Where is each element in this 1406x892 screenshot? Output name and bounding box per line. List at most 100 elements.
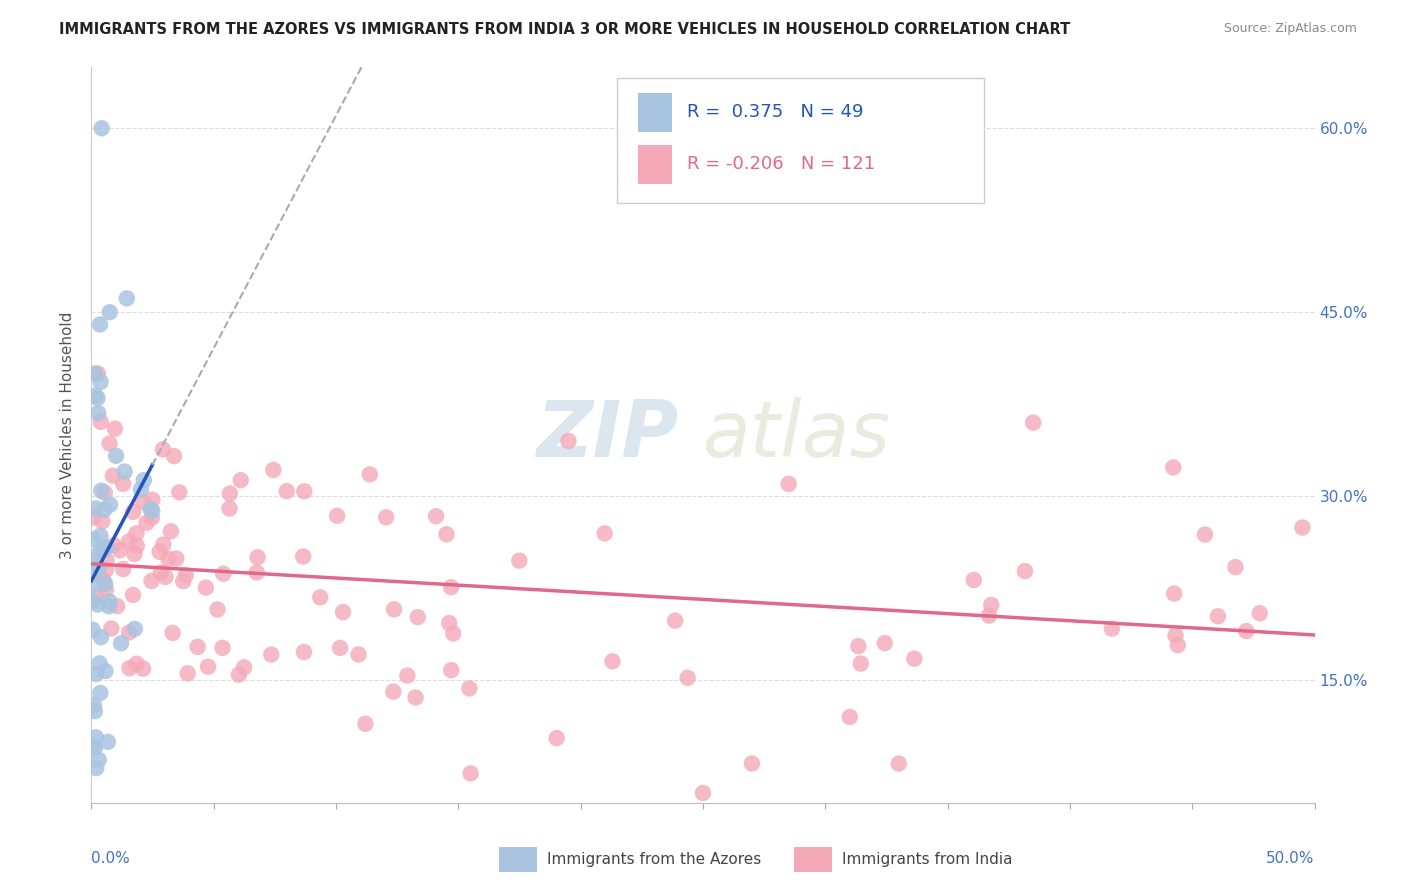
Point bbox=[139, 502, 162, 516]
Point bbox=[207, 602, 229, 616]
Point bbox=[977, 608, 1000, 623]
Point bbox=[90, 121, 112, 136]
Point bbox=[87, 563, 110, 577]
Point bbox=[141, 492, 163, 507]
Point bbox=[194, 581, 217, 595]
Point bbox=[165, 551, 187, 566]
Point bbox=[98, 594, 121, 608]
Text: 0.0%: 0.0% bbox=[91, 851, 131, 865]
Point bbox=[91, 573, 114, 587]
Point bbox=[873, 636, 896, 650]
Point bbox=[546, 731, 568, 745]
Point bbox=[218, 501, 240, 516]
Point bbox=[112, 476, 135, 491]
Point bbox=[246, 550, 269, 565]
Point bbox=[332, 605, 354, 619]
Point bbox=[94, 563, 117, 577]
FancyBboxPatch shape bbox=[617, 78, 984, 203]
Point bbox=[354, 716, 377, 731]
Text: Source: ZipAtlas.com: Source: ZipAtlas.com bbox=[1223, 22, 1357, 36]
Point bbox=[848, 639, 870, 653]
Point bbox=[177, 666, 200, 681]
Point bbox=[228, 667, 250, 681]
Point bbox=[163, 449, 186, 463]
Point bbox=[292, 484, 315, 499]
Point bbox=[347, 648, 370, 662]
Point bbox=[172, 574, 194, 588]
Point bbox=[84, 667, 107, 681]
Point bbox=[98, 436, 121, 450]
Point bbox=[105, 599, 128, 614]
Point bbox=[124, 622, 146, 636]
Point bbox=[89, 529, 111, 543]
Point bbox=[115, 291, 138, 305]
Point bbox=[903, 651, 925, 665]
Text: IMMIGRANTS FROM THE AZORES VS IMMIGRANTS FROM INDIA 3 OR MORE VEHICLES IN HOUSEH: IMMIGRANTS FROM THE AZORES VS IMMIGRANTS… bbox=[59, 22, 1070, 37]
Point bbox=[1014, 564, 1036, 578]
Point bbox=[125, 657, 148, 671]
Text: ZIP: ZIP bbox=[536, 397, 679, 473]
Point bbox=[162, 626, 184, 640]
Point bbox=[211, 640, 233, 655]
Point bbox=[440, 663, 463, 677]
Point bbox=[105, 449, 128, 463]
Point bbox=[593, 526, 616, 541]
Point bbox=[84, 501, 107, 516]
Point bbox=[87, 753, 110, 767]
Point bbox=[118, 661, 141, 675]
Point bbox=[187, 640, 209, 654]
Point bbox=[118, 534, 141, 549]
Point bbox=[229, 473, 252, 487]
Point bbox=[83, 558, 105, 572]
Point bbox=[94, 577, 117, 591]
Point bbox=[87, 598, 110, 612]
Point bbox=[197, 659, 219, 673]
Point bbox=[152, 537, 174, 551]
Point bbox=[84, 761, 107, 775]
Point bbox=[93, 541, 115, 556]
Point bbox=[114, 465, 136, 479]
Point bbox=[425, 509, 447, 524]
Point bbox=[1206, 609, 1229, 624]
Text: atlas: atlas bbox=[703, 397, 891, 473]
Point bbox=[90, 375, 112, 389]
Point bbox=[359, 467, 381, 482]
Point bbox=[83, 704, 105, 718]
Point bbox=[97, 599, 120, 614]
Point bbox=[86, 391, 108, 405]
Point bbox=[1022, 416, 1045, 430]
Point bbox=[132, 495, 155, 509]
Point bbox=[149, 545, 172, 559]
Point bbox=[963, 573, 986, 587]
Point bbox=[89, 686, 111, 700]
Point bbox=[84, 389, 107, 403]
Point bbox=[1234, 624, 1257, 638]
Point bbox=[90, 415, 112, 429]
Text: Immigrants from India: Immigrants from India bbox=[842, 853, 1012, 867]
Point bbox=[849, 657, 872, 671]
Point bbox=[219, 486, 242, 500]
Point bbox=[1163, 586, 1185, 600]
Point bbox=[557, 434, 579, 448]
Point bbox=[437, 616, 460, 631]
Point bbox=[460, 766, 482, 780]
Point bbox=[676, 671, 699, 685]
Point bbox=[980, 598, 1002, 612]
Point bbox=[112, 562, 135, 576]
Point bbox=[260, 648, 283, 662]
Point bbox=[441, 626, 464, 640]
Point bbox=[233, 660, 256, 674]
Point bbox=[82, 553, 104, 567]
Point bbox=[132, 662, 155, 676]
Point bbox=[82, 578, 104, 592]
Point bbox=[382, 602, 405, 616]
Point bbox=[1249, 607, 1271, 621]
Point bbox=[82, 532, 104, 546]
Point bbox=[89, 318, 111, 332]
Point bbox=[101, 468, 124, 483]
Point bbox=[167, 485, 190, 500]
Point bbox=[84, 367, 107, 381]
Point bbox=[152, 442, 174, 457]
Point bbox=[82, 510, 104, 524]
Point bbox=[141, 574, 163, 588]
